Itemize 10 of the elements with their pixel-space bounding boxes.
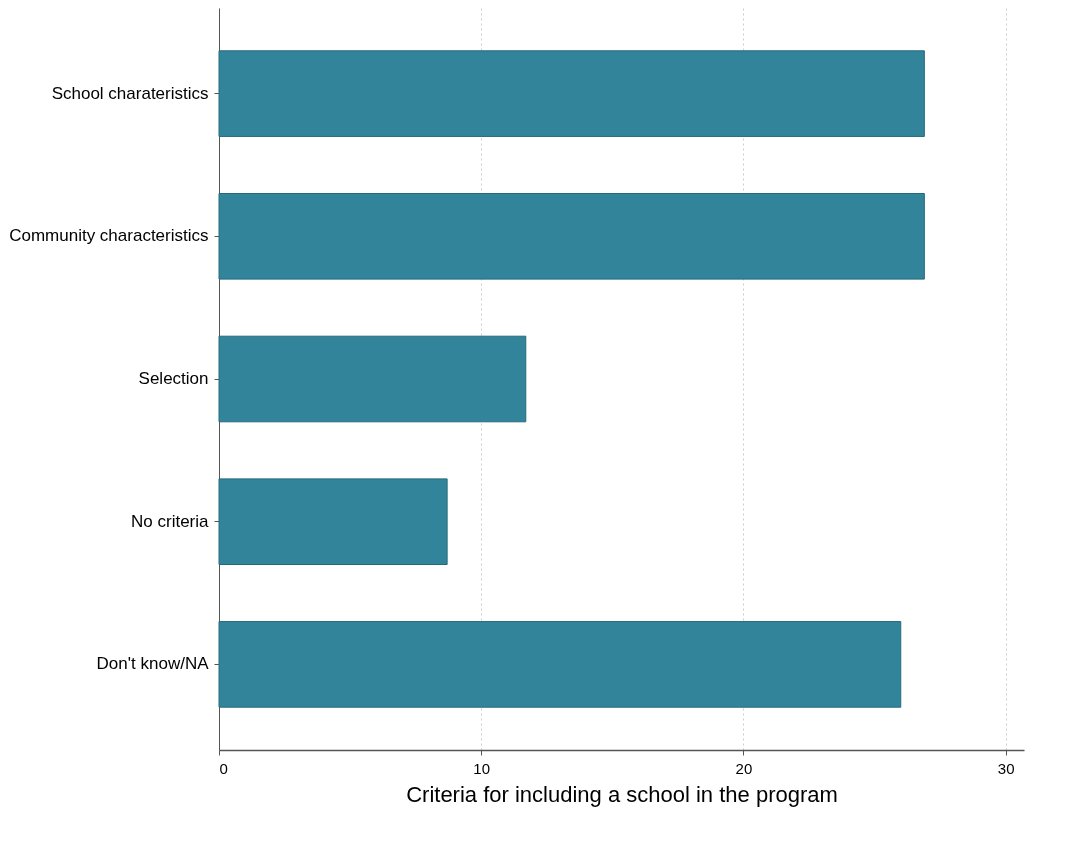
x-tick-label: 10 (473, 759, 491, 777)
y-tick-label: Don't know/NA (96, 654, 210, 674)
y-tick-label: No criteria (131, 511, 210, 531)
y-tick-label: Selection (138, 369, 209, 388)
y-tick-label: School charateristics (51, 83, 209, 103)
x-tick-label: 20 (735, 759, 753, 777)
x-tick-label: 30 (997, 759, 1015, 777)
x-axis-title: Criteria for including a school in the program (406, 781, 838, 807)
x-tick-label: 0 (219, 759, 228, 777)
y-tick-label: Community characteristics (9, 226, 209, 246)
